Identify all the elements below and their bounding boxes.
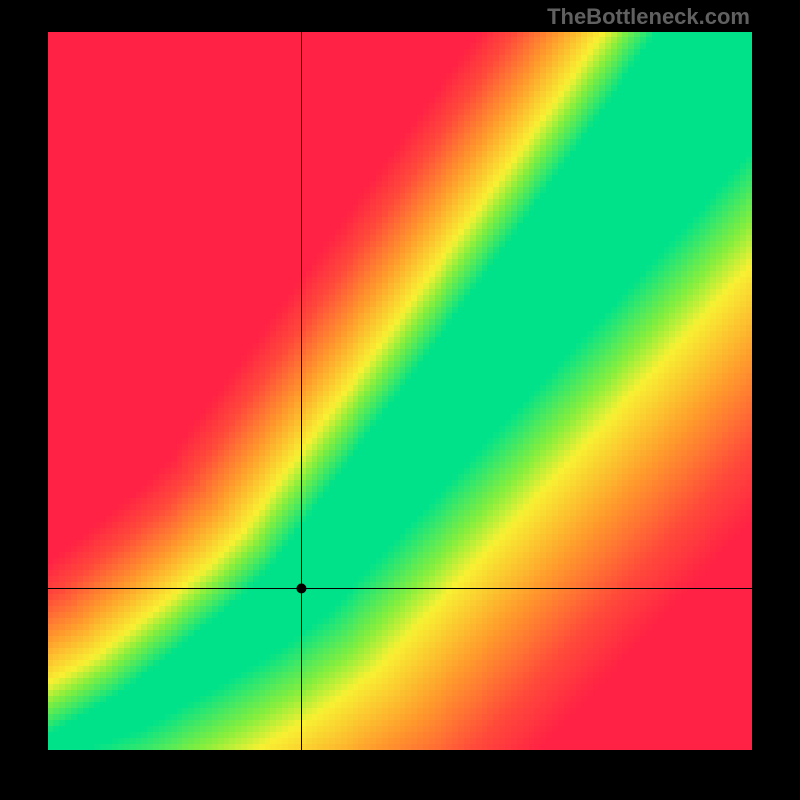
watermark-text: TheBottleneck.com <box>547 4 750 30</box>
plot-wrapper <box>48 32 752 750</box>
chart-container: TheBottleneck.com <box>0 0 800 800</box>
heatmap-plot <box>48 32 752 750</box>
